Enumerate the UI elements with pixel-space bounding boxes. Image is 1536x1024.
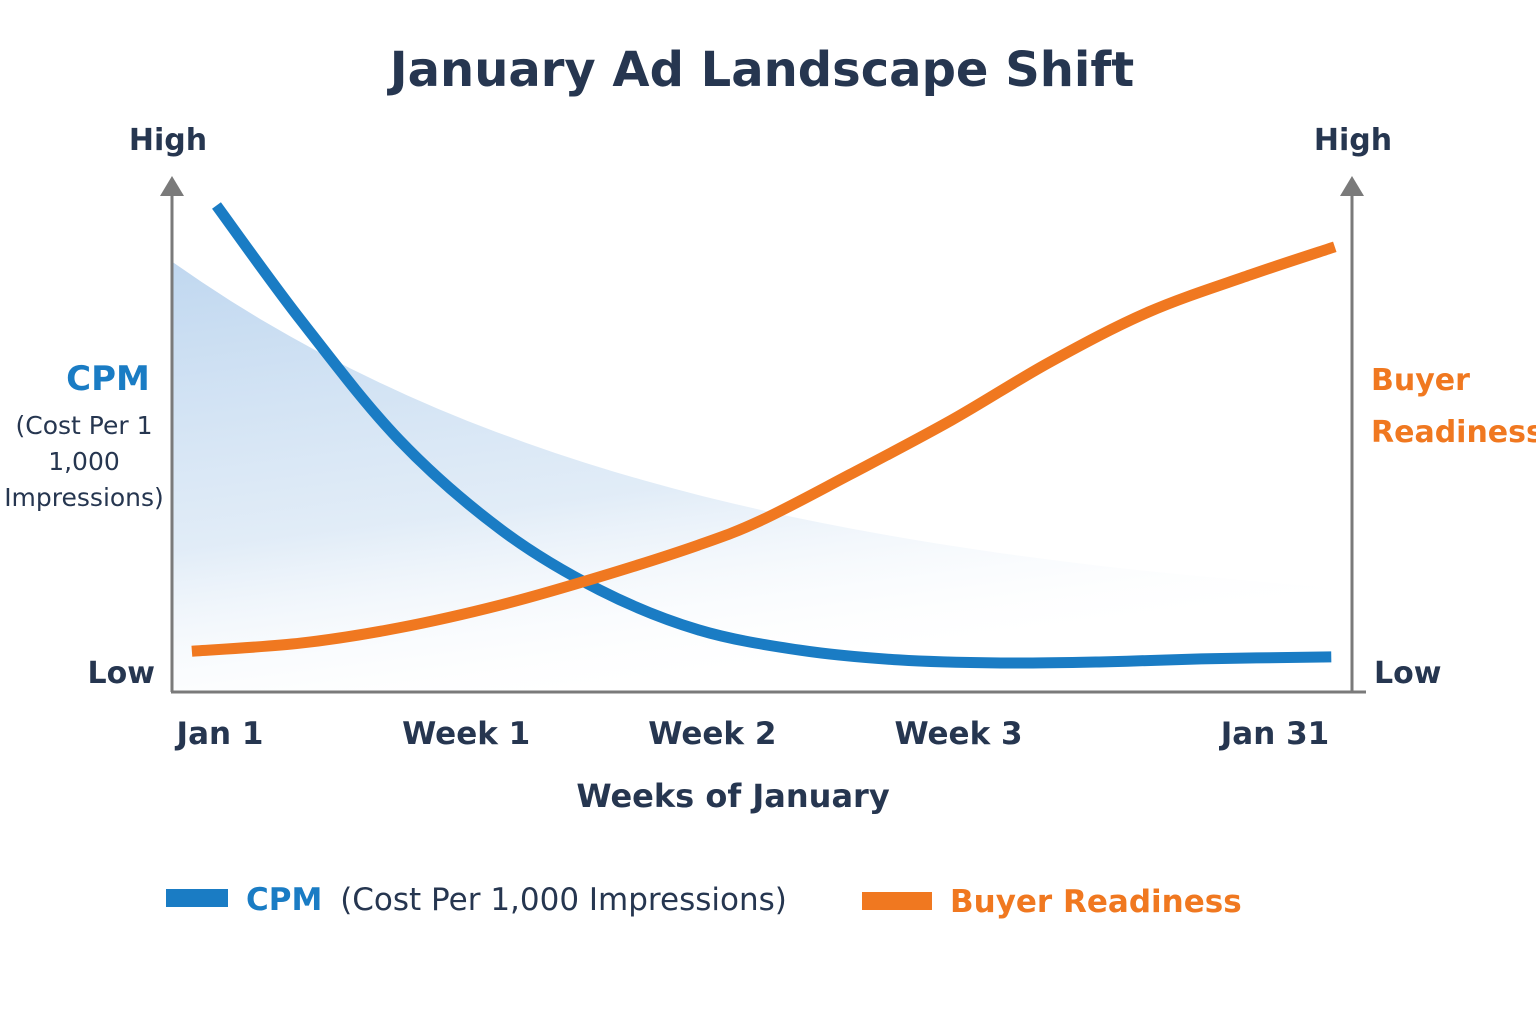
buyer-readiness-line: [191, 241, 1337, 657]
left-axis-label: CPM: [66, 359, 150, 399]
cpm-line: [212, 202, 1332, 669]
svg-text:CPM (Cost Per 1,000 Im: CPM (Cost Per 1,000 Impressions): [246, 882, 787, 918]
right-axis-high: High: [1314, 123, 1392, 158]
shaded-area-layer: [172, 261, 1352, 692]
chart-title: January Ad Landscape Shift: [387, 42, 1134, 98]
x-tick-label: Week 2: [648, 716, 776, 752]
legend-buyer-readiness-label: Buyer Readiness: [950, 884, 1242, 920]
legend: CPM (Cost Per 1,000 Impressions) Buyer R…: [166, 882, 1242, 920]
left-axis-low: Low: [88, 656, 155, 691]
legend-swatch-cpm: [166, 889, 228, 907]
x-tick-labels: Jan 1 Week 1 Week 2 Week 3 Jan 31: [175, 716, 1330, 752]
legend-item-buyer-readiness: Buyer Readiness: [862, 884, 1242, 920]
left-axis-high: High: [129, 123, 207, 158]
x-axis-label: Weeks of January: [576, 777, 890, 815]
x-tick-label: Jan 31: [1219, 716, 1329, 752]
legend-cpm-bold: CPM: [246, 882, 322, 918]
x-tick-label: Week 1: [402, 716, 530, 752]
series-lines: [191, 202, 1337, 669]
right-axis-arrow-icon: [1340, 176, 1364, 196]
legend-swatch-buyer-readiness: [862, 892, 932, 910]
shaded-area: [172, 261, 1352, 692]
left-axis-sublabel-1: (Cost Per 1: [16, 411, 153, 440]
legend-item-cpm: CPM (Cost Per 1,000 Impressions): [166, 882, 787, 918]
x-tick-label: Week 3: [894, 716, 1022, 752]
left-axis-arrow-icon: [160, 176, 184, 196]
right-axis-low: Low: [1374, 656, 1441, 691]
legend-cpm-rest: (Cost Per 1,000 Impressions): [340, 882, 787, 918]
left-axis-sublabel-2: 1,000: [48, 447, 120, 476]
x-tick-label: Jan 1: [175, 716, 264, 752]
left-axis-sublabel-3: Impressions): [4, 483, 164, 512]
right-axis-label-2: Readiness: [1371, 415, 1536, 450]
right-axis-label-1: Buyer: [1371, 363, 1470, 398]
